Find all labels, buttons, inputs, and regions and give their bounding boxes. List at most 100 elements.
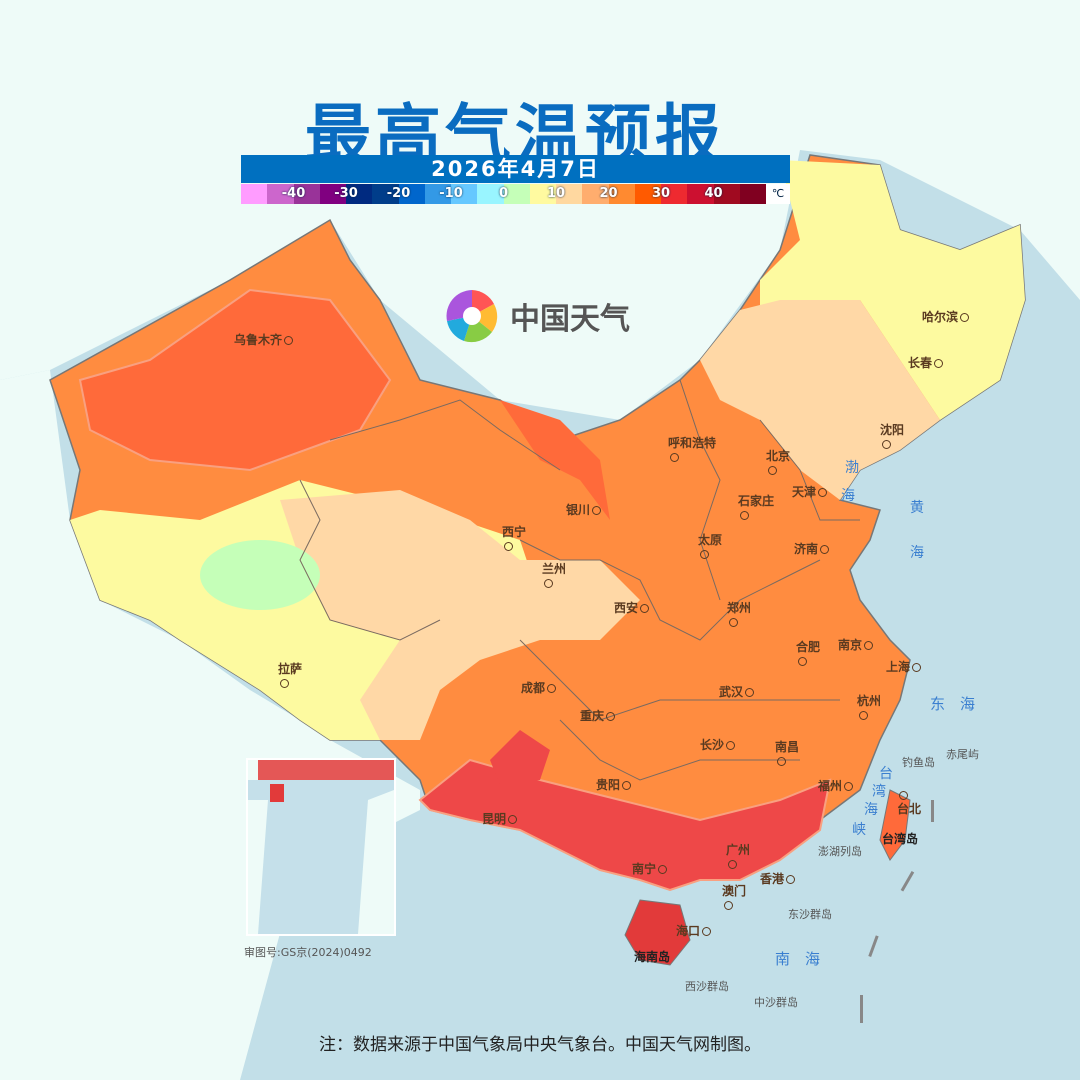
island-label: 赤尾屿 [946, 748, 979, 761]
city-marker-icon [702, 927, 712, 936]
city-label: 重庆 [580, 709, 617, 723]
city-label: 昆明 [482, 812, 519, 826]
city-marker-icon [960, 313, 970, 322]
brand-pinwheel-icon [446, 290, 498, 343]
legend-swatch [451, 184, 478, 204]
city-label: 南昌 [775, 740, 799, 768]
city-label: 上海 [886, 660, 923, 674]
city-marker-icon [864, 641, 874, 650]
city-marker-icon [882, 440, 891, 449]
legend-unit: ℃ [766, 184, 790, 204]
city-label: 西安 [614, 601, 651, 615]
city-marker-icon [768, 466, 777, 475]
legend-label: -10 [439, 186, 463, 201]
city-marker-icon [820, 545, 830, 554]
city-name: 南昌 [775, 740, 800, 754]
city-marker-icon [670, 453, 679, 462]
forecast-date: 2026年4月7日 [241, 155, 790, 183]
city-marker-icon [740, 511, 749, 520]
legend-swatch [634, 184, 661, 204]
source-note: 注：数据来源于中国气象局中央气象台。中国天气网制图。 [319, 1035, 761, 1055]
city-marker-icon [640, 604, 650, 613]
city-marker-icon [544, 579, 553, 588]
city-marker-icon [818, 488, 828, 497]
city-label: 澳门 [722, 884, 746, 912]
legend-label: 30 [651, 186, 671, 201]
sea-label: 台 [879, 766, 893, 782]
city-label: 拉萨 [278, 662, 302, 690]
city-label: 成都 [521, 681, 558, 695]
city-name: 拉萨 [278, 662, 303, 676]
city-name: 石家庄 [738, 494, 775, 508]
city-label: 长沙 [700, 738, 737, 752]
island-label: 台湾岛 [882, 832, 919, 846]
city-name: 长沙 [700, 738, 725, 752]
sea-label: 海 [841, 488, 855, 504]
city-name: 兰州 [542, 562, 567, 576]
legend-swatch [713, 184, 740, 204]
map-approval-number: 审图号:GS京(2024)0492 [244, 946, 372, 959]
legend-swatch [556, 184, 583, 204]
city-marker-icon [592, 506, 602, 515]
legend-swatch [739, 184, 766, 204]
city-marker-icon [798, 657, 807, 666]
city-marker-icon [700, 550, 709, 559]
city-label: 香港 [760, 872, 797, 886]
legend-swatch [241, 184, 268, 204]
legend-swatch [346, 184, 373, 204]
city-name: 广州 [726, 843, 751, 857]
legend-swatch [582, 184, 609, 204]
brand-logo: 中国天气 [444, 288, 630, 344]
city-marker-icon [912, 663, 922, 672]
city-label: 台北 [897, 788, 921, 816]
city-name: 南宁 [632, 862, 657, 876]
city-label: 天津 [792, 485, 829, 499]
legend-swatch [267, 184, 294, 204]
city-label: 郑州 [727, 601, 751, 629]
city-name: 乌鲁木齐 [234, 333, 283, 347]
city-label: 长春 [908, 356, 945, 370]
island-label: 中沙群岛 [754, 996, 798, 1009]
city-label: 济南 [794, 542, 831, 556]
legend-label: 20 [599, 186, 618, 201]
city-marker-icon [606, 712, 616, 721]
city-marker-icon [786, 875, 796, 884]
city-name: 成都 [521, 681, 546, 695]
city-label: 银川 [566, 503, 603, 517]
city-label: 广州 [726, 843, 750, 871]
city-label: 南宁 [632, 862, 669, 876]
legend-swatch [529, 184, 556, 204]
brand-name: 中国天气 [510, 302, 630, 337]
legend-swatch [319, 184, 346, 204]
city-label: 福州 [818, 779, 855, 793]
city-marker-icon [280, 679, 289, 688]
city-name: 西宁 [502, 525, 527, 539]
city-marker-icon [508, 815, 518, 824]
city-name: 西安 [614, 601, 639, 615]
sea-label: 峡 [852, 822, 866, 838]
city-marker-icon [504, 542, 513, 551]
legend-swatch [424, 184, 451, 204]
city-marker-icon [859, 711, 868, 720]
south-china-sea-inset [246, 758, 396, 936]
legend-label: -40 [281, 186, 306, 201]
city-name: 哈尔滨 [922, 310, 959, 324]
city-name: 香港 [760, 872, 785, 886]
city-marker-icon [284, 336, 294, 345]
sea-label: 渤 [845, 460, 859, 476]
city-name: 太原 [698, 533, 723, 547]
island-label: 海南岛 [634, 950, 671, 964]
city-label: 西宁 [502, 525, 526, 553]
city-name: 南京 [838, 638, 863, 652]
city-label: 沈阳 [880, 423, 904, 451]
city-marker-icon [726, 741, 736, 750]
city-label: 兰州 [542, 562, 566, 590]
city-marker-icon [844, 782, 854, 791]
city-marker-icon [724, 901, 733, 910]
city-name: 贵阳 [596, 778, 621, 792]
legend-label: 40 [704, 186, 723, 201]
city-name: 长春 [908, 356, 933, 370]
city-label: 哈尔滨 [922, 310, 971, 324]
sea-label: 东 海 [930, 695, 976, 713]
temperature-legend: -40 -30 -20 -10 0 10 20 30 40 ℃ [241, 184, 790, 204]
